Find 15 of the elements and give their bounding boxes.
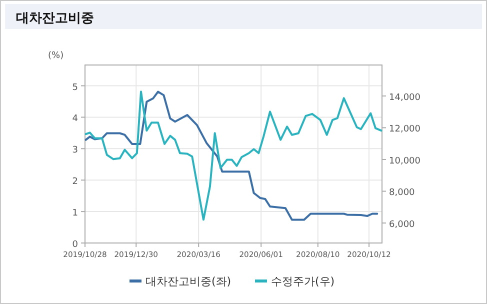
- legend-label: 수정주가(우): [271, 275, 335, 288]
- y2-tick-label: 12,000: [389, 124, 421, 135]
- y2-tick-label: 8,000: [389, 188, 416, 198]
- y-tick-label: 1: [72, 208, 78, 219]
- y-axis-title: (%): [48, 51, 64, 61]
- chart-title: 대차잔고비중: [16, 11, 94, 26]
- y-tick-label: 2: [72, 177, 78, 188]
- y-tick-label: 0: [72, 240, 78, 250]
- y-tick-label: 4: [72, 114, 78, 124]
- y2-tick-label: 6,000: [389, 220, 416, 230]
- y2-tick-label: 10,000: [389, 156, 421, 166]
- y-tick-label: 3: [72, 146, 78, 156]
- legend-label: 대차잔고비중(좌): [146, 275, 232, 288]
- y2-tick-label: 14,000: [389, 92, 421, 103]
- y-tick-label: 5: [72, 82, 78, 93]
